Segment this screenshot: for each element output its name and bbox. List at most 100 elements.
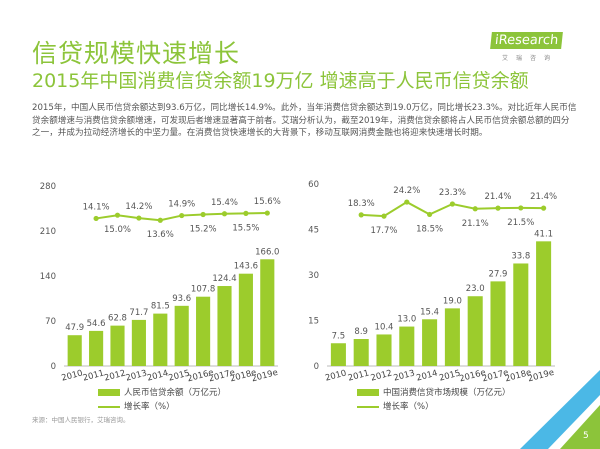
growth-label: 14.2% xyxy=(125,202,152,212)
growth-label: 21.1% xyxy=(462,219,489,229)
bar-value-label: 54.6 xyxy=(87,319,106,329)
y-tick-label: 0 xyxy=(51,362,56,372)
growth-point xyxy=(472,206,478,212)
bar-value-label: 124.4 xyxy=(212,274,236,284)
bar xyxy=(422,319,438,366)
x-tick-label: 2014 xyxy=(415,368,438,383)
bar-value-label: 19.0 xyxy=(443,296,462,306)
growth-label: 13.6% xyxy=(147,230,174,240)
growth-label: 21.5% xyxy=(507,218,534,228)
growth-point xyxy=(243,210,249,216)
bar xyxy=(196,296,211,366)
legend-bar-left: 人民币信贷余额（万亿元） xyxy=(98,386,226,398)
growth-label: 15.0% xyxy=(104,225,131,235)
growth-point xyxy=(264,210,270,216)
page-number: 5 xyxy=(583,431,589,441)
y-tick-label: 280 xyxy=(40,182,56,192)
growth-point xyxy=(93,215,99,222)
bar xyxy=(513,263,529,366)
growth-label: 15.5% xyxy=(232,223,259,233)
bar xyxy=(110,325,125,366)
source-note: 来源：中国人民银行，艾瑞咨询。 xyxy=(32,416,130,424)
bar xyxy=(89,330,104,366)
y-tick-label: 210 xyxy=(40,227,56,237)
page-title: 信贷规模快速增长 xyxy=(32,39,241,68)
x-tick-label: 2011 xyxy=(347,368,370,383)
bar xyxy=(153,313,168,366)
bar xyxy=(67,335,82,366)
y-tick-label: 70 xyxy=(45,317,56,327)
bar-value-label: 166.0 xyxy=(255,247,279,257)
bar xyxy=(490,281,506,366)
growth-label: 15.2% xyxy=(190,224,217,234)
growth-point xyxy=(221,211,228,217)
growth-point xyxy=(495,205,501,211)
corner-decoration-green xyxy=(560,405,600,449)
growth-point xyxy=(404,199,410,205)
bar xyxy=(444,308,460,366)
growth-label: 15.6% xyxy=(254,197,281,207)
growth-label: 23.3% xyxy=(439,188,466,198)
page-subtitle: 2015年中国消费信贷余额19万亿 增速高于人民币信贷余额 xyxy=(32,70,529,92)
bar-value-label: 62.8 xyxy=(108,314,127,324)
logo-cn: 艾瑞咨询 xyxy=(501,55,558,62)
legend-line-right: 增长率（%） xyxy=(357,400,434,412)
growth-point xyxy=(136,215,142,221)
growth-label: 18.5% xyxy=(416,224,443,234)
x-tick-label: 2013 xyxy=(125,368,148,383)
bar-value-label: 107.8 xyxy=(191,285,215,295)
growth-point xyxy=(358,212,364,218)
bar-value-label: 93.6 xyxy=(172,294,191,304)
growth-point xyxy=(381,213,387,219)
x-tick-label: 2010 xyxy=(60,368,83,383)
y-tick-label: 15 xyxy=(308,317,319,327)
bar-value-label: 41.1 xyxy=(534,229,553,239)
bar-value-label: 7.5 xyxy=(332,331,346,341)
x-tick-label: 2011 xyxy=(82,368,105,383)
y-tick-label: 60 xyxy=(308,180,319,190)
growth-point xyxy=(541,205,547,211)
bar xyxy=(174,305,189,366)
bar-value-label: 8.9 xyxy=(354,327,368,337)
bar-value-label: 27.9 xyxy=(489,269,508,279)
y-tick-label: 0 xyxy=(314,362,319,372)
x-tick-label: 2012 xyxy=(370,368,393,383)
bar-value-label: 13.0 xyxy=(397,315,416,325)
bar xyxy=(467,296,483,366)
bar-value-label: 15.4 xyxy=(420,307,439,317)
legend-label: 中国消费信贷市场规模（万亿元） xyxy=(383,388,511,398)
growth-label: 14.1% xyxy=(83,202,110,212)
growth-point xyxy=(427,211,433,218)
growth-label: 17.7% xyxy=(370,226,397,236)
x-tick-label: 2013 xyxy=(393,368,416,383)
y-tick-label: 30 xyxy=(308,271,319,281)
x-tick-label: 2019e xyxy=(527,368,556,385)
legend-line-left: 增长率（%） xyxy=(98,400,175,412)
bar xyxy=(131,319,146,366)
x-tick-label: 2014 xyxy=(146,368,169,383)
legend-bar-right: 中国消费信贷市场规模（万亿元） xyxy=(357,386,511,398)
summary-paragraph: 2015年，中国人民币信贷余额达到93.6万亿，同比增长14.9%。此外，当年消… xyxy=(32,103,577,138)
y-tick-label: 140 xyxy=(40,272,56,282)
growth-label: 21.4% xyxy=(484,192,511,202)
growth-point xyxy=(157,217,163,223)
bar xyxy=(260,259,275,366)
bar xyxy=(376,334,392,366)
growth-point xyxy=(200,211,206,218)
bar xyxy=(330,343,346,366)
growth-label: 14.9% xyxy=(168,200,195,210)
growth-point xyxy=(449,201,455,207)
bar-value-label: 10.4 xyxy=(375,322,394,332)
bar-value-label: 23.0 xyxy=(466,284,485,294)
growth-label: 18.3% xyxy=(348,199,375,209)
growth-point xyxy=(179,212,185,219)
legend-label: 人民币信贷余额（万亿元） xyxy=(124,388,227,398)
bar-value-label: 71.7 xyxy=(129,308,148,318)
bar xyxy=(536,241,552,366)
bar xyxy=(238,273,253,366)
growth-label: 15.4% xyxy=(211,198,238,208)
bar xyxy=(217,286,232,366)
bar-value-label: 47.9 xyxy=(65,323,84,333)
x-tick-label: 2010 xyxy=(324,368,347,383)
